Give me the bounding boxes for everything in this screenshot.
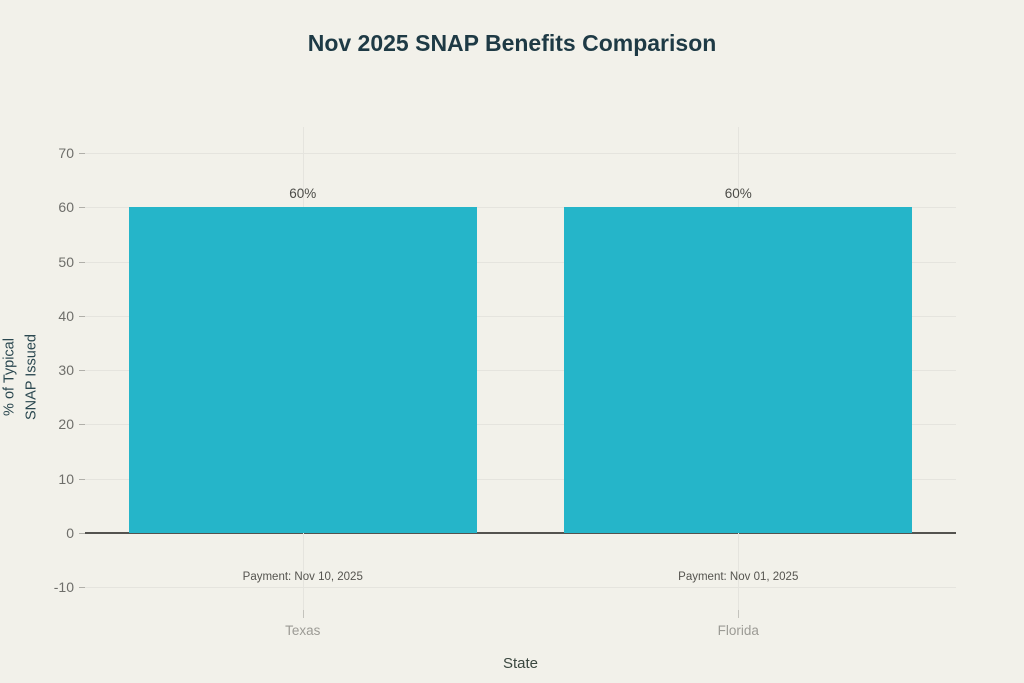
y-axis-tick-label: 40	[58, 307, 74, 324]
bar-value-label: 60%	[724, 186, 752, 202]
plot-area: 70 60 50 40 30 20 10 0 -10 60% Payment: Nov 10, 20…	[54, 127, 956, 638]
y-axis-tick-label: 70	[58, 144, 74, 161]
y-axis-tick	[79, 207, 85, 209]
horizontal-gridline	[85, 424, 956, 426]
zero-axis-line	[85, 532, 956, 534]
y-axis-title: % of Typical SNAP Issued	[0, 334, 43, 420]
y-axis-title-line-1: % of Typical	[1, 338, 18, 416]
horizontal-gridline	[85, 207, 956, 209]
y-axis-tick-label: 20	[58, 416, 74, 433]
y-axis-title-line-2: SNAP Issued	[23, 334, 39, 420]
y-axis-tick-label: 30	[58, 362, 74, 379]
bar	[564, 207, 913, 533]
y-axis-tick	[79, 152, 85, 154]
y-axis-tick	[79, 478, 85, 480]
y-axis-tick	[79, 315, 85, 317]
payment-annotation: Payment: Nov 10, 2025	[242, 571, 363, 583]
horizontal-gridline	[85, 315, 956, 317]
x-category-label: Texas	[285, 623, 321, 638]
horizontal-gridline	[85, 261, 956, 263]
y-axis-tick	[79, 533, 85, 534]
y-axis-tick	[79, 261, 85, 263]
x-axis-title: State	[502, 655, 539, 672]
chart-title: Nov 2025 SNAP Benefits Comparison	[307, 30, 717, 56]
horizontal-gridline	[85, 152, 956, 154]
horizontal-gridline	[85, 370, 956, 372]
y-axis-tick	[79, 424, 85, 426]
y-axis-tick-label: 0	[66, 525, 74, 541]
y-axis-tick-label: 60	[58, 199, 74, 216]
y-axis-tick	[79, 370, 85, 372]
horizontal-gridline	[85, 587, 956, 589]
payment-annotation: Payment: Nov 01, 2025	[678, 571, 799, 583]
x-category-label: Florida	[717, 623, 759, 638]
y-axis-tick-label: -10	[53, 579, 74, 596]
x-axis-tick	[738, 610, 740, 618]
y-axis-tick-label: 50	[58, 253, 74, 270]
horizontal-gridline	[85, 478, 956, 480]
bar	[128, 207, 477, 533]
y-axis-tick	[79, 587, 85, 589]
bar-value-label: 60%	[289, 186, 317, 202]
y-axis-tick-label: 10	[58, 470, 74, 487]
x-axis-tick	[302, 610, 304, 618]
